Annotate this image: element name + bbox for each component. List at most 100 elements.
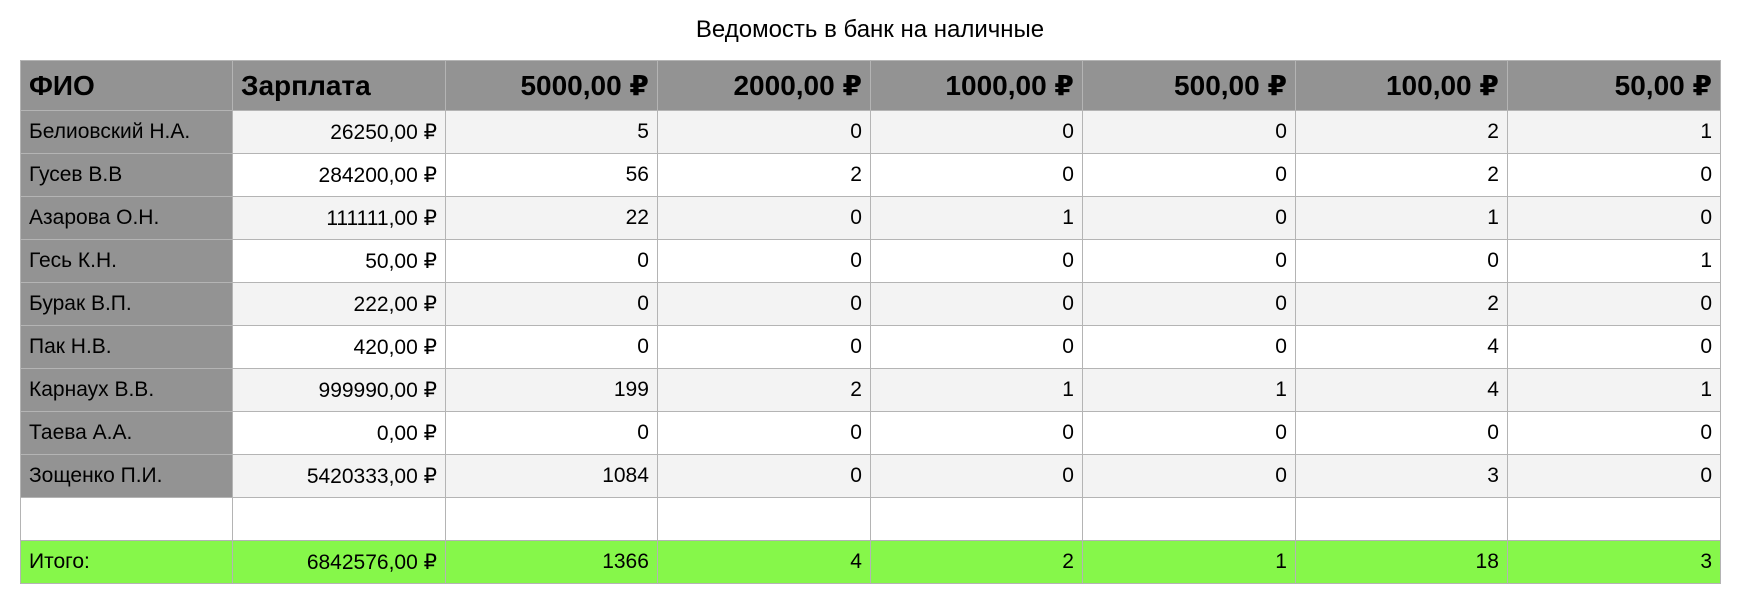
- count-100[interactable]: 2: [1294, 110, 1508, 154]
- column-header-500[interactable]: 500,00 ₽: [1081, 60, 1296, 111]
- column-header-5000[interactable]: 5000,00 ₽: [444, 60, 658, 111]
- employee-name[interactable]: Пак Н.В.: [20, 325, 233, 369]
- table-cell[interactable]: [231, 497, 446, 541]
- column-header-100[interactable]: 100,00 ₽: [1294, 60, 1508, 111]
- column-header-1000[interactable]: 1000,00 ₽: [869, 60, 1083, 111]
- table-row: Азарова О.Н. 111111,00 ₽22 0 1 0 1 0: [20, 196, 1722, 240]
- count-5000[interactable]: 56: [444, 153, 658, 197]
- count-100[interactable]: 4: [1294, 368, 1508, 412]
- count-2000[interactable]: 0: [656, 282, 871, 326]
- employee-name[interactable]: Гусев В.В: [20, 153, 233, 197]
- employee-name[interactable]: Бурак В.П.: [20, 282, 233, 326]
- count-1000[interactable]: 0: [869, 153, 1083, 197]
- count-100[interactable]: 2: [1294, 153, 1508, 197]
- count-2000[interactable]: 0: [656, 325, 871, 369]
- count-500[interactable]: 1: [1081, 368, 1296, 412]
- count-5000[interactable]: 1084: [444, 454, 658, 498]
- total-count-500[interactable]: 1: [1081, 540, 1296, 584]
- count-50[interactable]: 0: [1506, 454, 1722, 498]
- count-50[interactable]: 1: [1506, 239, 1722, 283]
- salary-cell[interactable]: 111111,00 ₽: [231, 196, 446, 240]
- count-2000[interactable]: 0: [656, 196, 871, 240]
- total-salary[interactable]: 6842576,00 ₽: [231, 540, 446, 584]
- count-5000[interactable]: 0: [444, 282, 658, 326]
- table-cell[interactable]: [20, 497, 233, 541]
- total-count-50[interactable]: 3: [1506, 540, 1722, 584]
- count-5000[interactable]: 22: [444, 196, 658, 240]
- count-1000[interactable]: 0: [869, 239, 1083, 283]
- count-2000[interactable]: 0: [656, 411, 871, 455]
- count-100[interactable]: 1: [1294, 196, 1508, 240]
- count-1000[interactable]: 0: [869, 325, 1083, 369]
- total-count-100[interactable]: 18: [1294, 540, 1508, 584]
- salary-cell[interactable]: 5420333,00 ₽: [231, 454, 446, 498]
- count-50[interactable]: 0: [1506, 411, 1722, 455]
- count-500[interactable]: 0: [1081, 454, 1296, 498]
- count-500[interactable]: 0: [1081, 282, 1296, 326]
- table-cell[interactable]: [1081, 497, 1296, 541]
- count-2000[interactable]: 0: [656, 454, 871, 498]
- count-1000[interactable]: 0: [869, 282, 1083, 326]
- count-100[interactable]: 0: [1294, 411, 1508, 455]
- count-1000[interactable]: 0: [869, 454, 1083, 498]
- column-header-50[interactable]: 50,00 ₽: [1506, 60, 1722, 111]
- table-cell[interactable]: [1506, 497, 1722, 541]
- employee-name[interactable]: Зощенко П.И.: [20, 454, 233, 498]
- count-50[interactable]: 0: [1506, 325, 1722, 369]
- employee-name[interactable]: Азарова О.Н.: [20, 196, 233, 240]
- total-label[interactable]: Итого:: [20, 540, 233, 584]
- column-header-2000[interactable]: 2000,00 ₽: [656, 60, 871, 111]
- salary-cell[interactable]: 26250,00 ₽: [231, 110, 446, 154]
- total-count-1000[interactable]: 2: [869, 540, 1083, 584]
- count-1000[interactable]: 1: [869, 368, 1083, 412]
- salary-cell[interactable]: 420,00 ₽: [231, 325, 446, 369]
- count-5000[interactable]: 199: [444, 368, 658, 412]
- count-100[interactable]: 4: [1294, 325, 1508, 369]
- column-header-salary[interactable]: Зарплата: [231, 60, 446, 111]
- table-row: Белиовский Н.А. 26250,00 ₽5 0 0 0 2 1: [20, 110, 1722, 154]
- count-50[interactable]: 0: [1506, 196, 1722, 240]
- salary-cell[interactable]: 0,00 ₽: [231, 411, 446, 455]
- column-header-name[interactable]: ФИО: [20, 60, 233, 111]
- table-cell[interactable]: [869, 497, 1083, 541]
- count-2000[interactable]: 2: [656, 368, 871, 412]
- count-50[interactable]: 0: [1506, 153, 1722, 197]
- count-500[interactable]: 0: [1081, 325, 1296, 369]
- count-5000[interactable]: 0: [444, 239, 658, 283]
- table-cell[interactable]: [1294, 497, 1508, 541]
- count-100[interactable]: 2: [1294, 282, 1508, 326]
- salary-cell[interactable]: 50,00 ₽: [231, 239, 446, 283]
- employee-name[interactable]: Таева А.А.: [20, 411, 233, 455]
- salary-cell[interactable]: 999990,00 ₽: [231, 368, 446, 412]
- count-1000[interactable]: 0: [869, 411, 1083, 455]
- count-1000[interactable]: 1: [869, 196, 1083, 240]
- table-row: Гесь К.Н. 50,00 ₽0 0 0 0 0 1: [20, 239, 1722, 283]
- total-count-2000[interactable]: 4: [656, 540, 871, 584]
- count-100[interactable]: 3: [1294, 454, 1508, 498]
- count-50[interactable]: 1: [1506, 110, 1722, 154]
- count-500[interactable]: 0: [1081, 196, 1296, 240]
- count-5000[interactable]: 0: [444, 325, 658, 369]
- table-cell[interactable]: [444, 497, 658, 541]
- employee-name[interactable]: Белиовский Н.А.: [20, 110, 233, 154]
- count-100[interactable]: 0: [1294, 239, 1508, 283]
- total-count-5000[interactable]: 1366: [444, 540, 658, 584]
- table-cell[interactable]: [656, 497, 871, 541]
- empty-row: [20, 497, 1722, 541]
- count-2000[interactable]: 2: [656, 153, 871, 197]
- salary-cell[interactable]: 222,00 ₽: [231, 282, 446, 326]
- employee-name[interactable]: Карнаух В.В.: [20, 368, 233, 412]
- employee-name[interactable]: Гесь К.Н.: [20, 239, 233, 283]
- count-500[interactable]: 0: [1081, 239, 1296, 283]
- count-500[interactable]: 0: [1081, 110, 1296, 154]
- count-500[interactable]: 0: [1081, 153, 1296, 197]
- salary-cell[interactable]: 284200,00 ₽: [231, 153, 446, 197]
- count-5000[interactable]: 5: [444, 110, 658, 154]
- count-500[interactable]: 0: [1081, 411, 1296, 455]
- count-5000[interactable]: 0: [444, 411, 658, 455]
- count-2000[interactable]: 0: [656, 110, 871, 154]
- count-50[interactable]: 1: [1506, 368, 1722, 412]
- count-2000[interactable]: 0: [656, 239, 871, 283]
- count-1000[interactable]: 0: [869, 110, 1083, 154]
- count-50[interactable]: 0: [1506, 282, 1722, 326]
